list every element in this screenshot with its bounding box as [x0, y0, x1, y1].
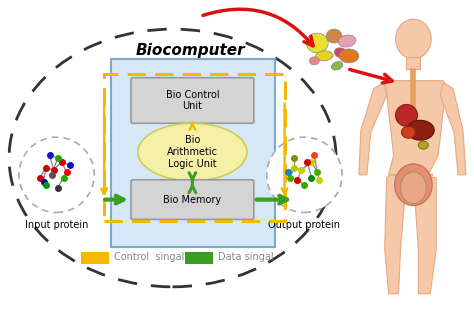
Polygon shape: [385, 175, 407, 294]
Ellipse shape: [419, 141, 428, 149]
Ellipse shape: [306, 33, 328, 53]
FancyArrowPatch shape: [203, 9, 313, 46]
Ellipse shape: [338, 35, 356, 47]
Ellipse shape: [315, 51, 333, 61]
Ellipse shape: [331, 61, 343, 70]
Text: Input protein: Input protein: [25, 220, 88, 231]
Text: Bio
Arithmetic
Logic Unit: Bio Arithmetic Logic Unit: [167, 135, 218, 168]
Ellipse shape: [326, 29, 342, 43]
Text: Control  singal: Control singal: [114, 252, 184, 262]
Bar: [104, 74, 284, 222]
FancyArrowPatch shape: [350, 70, 392, 83]
Polygon shape: [440, 83, 466, 175]
Text: Biocomputer: Biocomputer: [136, 43, 245, 58]
Text: Output protein: Output protein: [268, 220, 340, 231]
Bar: [185, 252, 213, 264]
FancyBboxPatch shape: [131, 180, 254, 219]
Ellipse shape: [334, 48, 348, 58]
Polygon shape: [359, 83, 387, 175]
Text: Data singal: Data singal: [218, 252, 274, 262]
Polygon shape: [383, 81, 446, 175]
Circle shape: [267, 137, 342, 212]
Text: Bio Memory: Bio Memory: [164, 195, 221, 205]
Ellipse shape: [394, 164, 432, 206]
Circle shape: [19, 137, 94, 212]
Bar: [111, 59, 274, 247]
Polygon shape: [413, 175, 436, 294]
Ellipse shape: [339, 49, 359, 63]
Ellipse shape: [401, 126, 415, 138]
Ellipse shape: [138, 123, 247, 181]
Ellipse shape: [407, 120, 434, 140]
FancyBboxPatch shape: [131, 78, 254, 123]
Text: Bio Control
Unit: Bio Control Unit: [165, 90, 219, 111]
Bar: [407, 57, 420, 69]
Ellipse shape: [401, 172, 426, 203]
Ellipse shape: [396, 19, 431, 59]
Ellipse shape: [310, 57, 319, 65]
Bar: [82, 252, 109, 264]
Ellipse shape: [396, 105, 418, 126]
